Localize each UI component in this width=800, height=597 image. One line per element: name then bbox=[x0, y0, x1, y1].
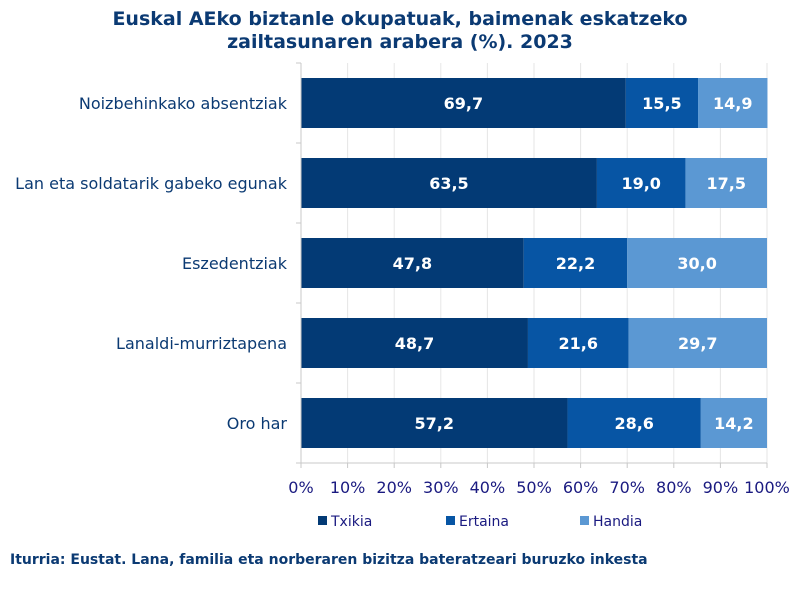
data-label-handia-4: 14,2 bbox=[714, 414, 753, 433]
data-label-txikia-1: 63,5 bbox=[429, 174, 468, 193]
x-tick-label-30: 30% bbox=[423, 478, 459, 497]
legend-swatch-ertaina bbox=[446, 516, 455, 525]
axes: 0% 10% 20% 30% 40% 50% 60% 70% 80% 90% 100% Noizbeh… bbox=[15, 62, 790, 497]
legend-label-ertaina: Ertaina bbox=[459, 514, 509, 530]
data-label-ertaina-2: 22,2 bbox=[556, 254, 595, 273]
bar-ertaina-2 bbox=[523, 238, 628, 288]
x-tick-label-90: 90% bbox=[703, 478, 739, 497]
bar-handia-2 bbox=[627, 238, 767, 288]
chart-title-line-1: Euskal AEko biztanle okupatuak, baimenak… bbox=[112, 8, 688, 30]
bar-txikia-4 bbox=[301, 398, 568, 448]
data-label-handia-0: 14,9 bbox=[713, 94, 752, 113]
bar-txikia-3 bbox=[301, 318, 528, 368]
legend-swatch-txikia bbox=[318, 516, 327, 525]
category-label-1: Lan eta soldatarik gabeko egunak bbox=[15, 174, 288, 193]
x-tick-label-20: 20% bbox=[376, 478, 412, 497]
chart-title-line-2: zailtasunaren arabera (%). 2023 bbox=[227, 31, 573, 53]
data-label-txikia-0: 69,7 bbox=[444, 94, 483, 113]
legend-label-txikia: Txikia bbox=[330, 514, 372, 530]
legend-swatch-handia bbox=[580, 516, 589, 525]
bar-txikia-0 bbox=[301, 78, 626, 128]
legend: Txikia Ertaina Handia bbox=[318, 514, 642, 530]
data-label-handia-1: 17,5 bbox=[706, 174, 745, 193]
category-label-4: Oro har bbox=[227, 414, 288, 433]
chart-title: Euskal AEko biztanle okupatuak, baimenak… bbox=[0, 8, 800, 54]
bar-ertaina-4 bbox=[567, 398, 701, 448]
data-label-handia-2: 30,0 bbox=[677, 254, 716, 273]
category-label-2: Eszedentziak bbox=[182, 254, 288, 273]
x-tick-label-10: 10% bbox=[330, 478, 366, 497]
x-tick-label-50: 50% bbox=[516, 478, 552, 497]
x-tick-label-0: 0% bbox=[288, 478, 313, 497]
legend-label-handia: Handia bbox=[593, 514, 642, 530]
data-label-txikia-3: 48,7 bbox=[395, 334, 434, 353]
x-tick-label-60: 60% bbox=[563, 478, 599, 497]
data-label-ertaina-4: 28,6 bbox=[614, 414, 653, 433]
source-note: Iturria: Eustat. Lana, familia eta norbe… bbox=[10, 552, 648, 568]
bar-handia-0 bbox=[698, 78, 768, 128]
bar-ertaina-1 bbox=[596, 158, 686, 208]
bar-ertaina-3 bbox=[527, 318, 629, 368]
x-tick-label-100: 100% bbox=[744, 478, 790, 497]
data-label-ertaina-1: 19,0 bbox=[621, 174, 660, 193]
data-label-ertaina-0: 15,5 bbox=[642, 94, 681, 113]
x-tick-label-80: 80% bbox=[656, 478, 692, 497]
x-tick-label-70: 70% bbox=[609, 478, 645, 497]
x-tick-label-40: 40% bbox=[470, 478, 506, 497]
data-label-txikia-4: 57,2 bbox=[415, 414, 454, 433]
bar-handia-1 bbox=[685, 158, 767, 208]
bar-handia-3 bbox=[628, 318, 767, 368]
data-label-ertaina-3: 21,6 bbox=[559, 334, 598, 353]
bar-txikia-2 bbox=[301, 238, 524, 288]
bar-handia-4 bbox=[700, 398, 767, 448]
data-label-txikia-2: 47,8 bbox=[393, 254, 432, 273]
data-label-handia-3: 29,7 bbox=[678, 334, 717, 353]
bar-txikia-1 bbox=[301, 158, 597, 208]
bar-ertaina-0 bbox=[625, 78, 699, 128]
category-label-0: Noizbehinkako absentziak bbox=[79, 94, 288, 113]
bar-series: 69,7 15,5 14,9 63,5 19,0 17,5 47,8 22,2 30,0 48,7… bbox=[301, 78, 768, 448]
category-label-3: Lanaldi-murriztapena bbox=[116, 334, 287, 353]
